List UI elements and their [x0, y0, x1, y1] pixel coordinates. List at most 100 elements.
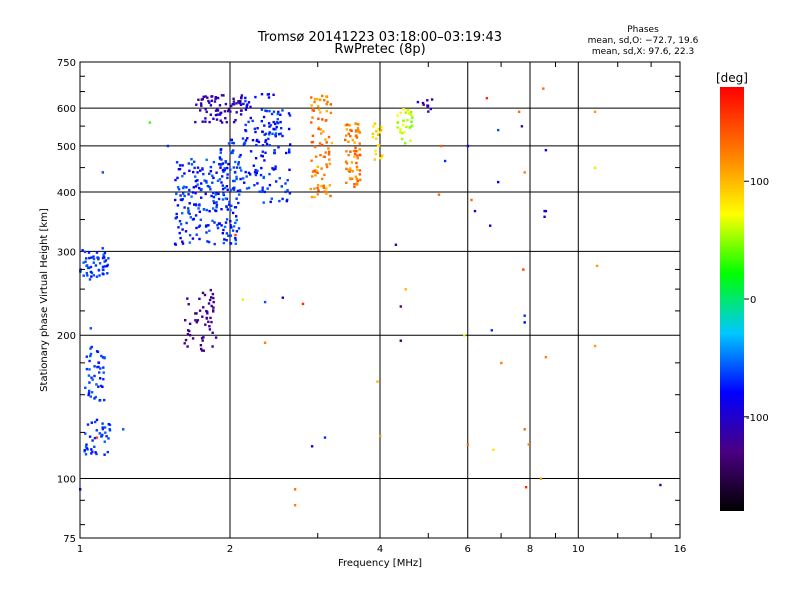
- data-point: [406, 119, 409, 122]
- data-point: [350, 129, 353, 132]
- data-point: [94, 264, 98, 267]
- data-point: [345, 123, 349, 126]
- data-point: [196, 166, 200, 169]
- data-point: [175, 192, 178, 196]
- data-point: [200, 104, 203, 107]
- data-point: [325, 187, 328, 190]
- data-point: [97, 385, 100, 388]
- data-point: [94, 451, 97, 454]
- data-point: [188, 169, 191, 172]
- data-point: [201, 339, 204, 342]
- data-point: [196, 319, 200, 322]
- data-point: [205, 158, 208, 161]
- data-point: [99, 377, 102, 380]
- data-point: [268, 172, 271, 176]
- data-point: [220, 224, 223, 227]
- data-point: [280, 185, 283, 188]
- data-point: [211, 345, 214, 348]
- data-point: [270, 112, 274, 116]
- data-point: [318, 142, 322, 145]
- data-point: [352, 149, 356, 153]
- data-point: [207, 320, 210, 323]
- data-point: [213, 221, 216, 224]
- data-point: [399, 128, 402, 131]
- data-point: [253, 184, 256, 187]
- data-point: [256, 169, 259, 172]
- data-point: [261, 189, 264, 192]
- data-point: [275, 121, 279, 124]
- data-point: [396, 114, 399, 117]
- data-point: [205, 316, 208, 320]
- plot-frame: [79, 61, 681, 539]
- data-point: [102, 371, 105, 374]
- data-point: [212, 191, 215, 195]
- data-point: [86, 423, 90, 426]
- data-point: [196, 179, 199, 182]
- data-point: [422, 103, 425, 106]
- data-point: [543, 209, 546, 213]
- data-point: [327, 147, 330, 150]
- data-point: [238, 155, 241, 159]
- data-point: [500, 361, 503, 365]
- data-point: [223, 168, 226, 172]
- data-point: [358, 148, 361, 151]
- data-point: [244, 129, 247, 132]
- data-point: [220, 208, 223, 211]
- data-point: [274, 167, 277, 170]
- data-point: [234, 238, 237, 242]
- data-point: [328, 184, 331, 187]
- data-point: [278, 133, 281, 136]
- data-point: [174, 178, 177, 182]
- data-point: [231, 151, 234, 155]
- data-point: [356, 127, 360, 130]
- data-point: [220, 94, 224, 97]
- data-point: [443, 159, 447, 163]
- data-point: [216, 224, 219, 227]
- data-point: [81, 249, 84, 252]
- data-point: [593, 166, 597, 169]
- data-point: [223, 225, 227, 229]
- data-point: [275, 180, 278, 183]
- data-point: [214, 336, 218, 339]
- data-point: [199, 344, 203, 347]
- data-point: [211, 331, 214, 334]
- data-point: [100, 435, 103, 438]
- data-point: [274, 122, 277, 126]
- data-point: [266, 187, 269, 190]
- data-point: [226, 109, 230, 113]
- data-point: [263, 133, 266, 136]
- data-point: [206, 184, 210, 188]
- y-axis-ticks: 75 100 200 300 400 500 600 750: [57, 58, 680, 545]
- data-point: [196, 183, 199, 186]
- data-point: [221, 162, 225, 165]
- data-point: [204, 95, 207, 98]
- data-point: [375, 130, 378, 133]
- data-point: [188, 334, 192, 337]
- data-point: [92, 255, 95, 258]
- data-point: [316, 186, 319, 190]
- data-point: [182, 192, 185, 195]
- data-point: [356, 157, 359, 160]
- data-point: [405, 125, 408, 129]
- data-point: [272, 120, 275, 124]
- data-point: [191, 191, 195, 194]
- data-point: [410, 113, 413, 117]
- data-point: [262, 175, 265, 179]
- data-point: [208, 328, 212, 331]
- data-point: [198, 210, 201, 213]
- data-point: [264, 109, 267, 112]
- data-point: [229, 168, 232, 171]
- data-point: [205, 181, 208, 184]
- data-point: [195, 312, 198, 315]
- data-point: [229, 188, 232, 192]
- data-point: [265, 109, 269, 113]
- data-point: [325, 192, 328, 195]
- data-point: [244, 108, 248, 111]
- data-point: [320, 184, 323, 188]
- data-point: [90, 448, 93, 451]
- data-point: [85, 264, 89, 267]
- data-point: [227, 162, 230, 166]
- data-point: [523, 314, 526, 317]
- data-point: [102, 253, 105, 256]
- data-point: [215, 118, 219, 121]
